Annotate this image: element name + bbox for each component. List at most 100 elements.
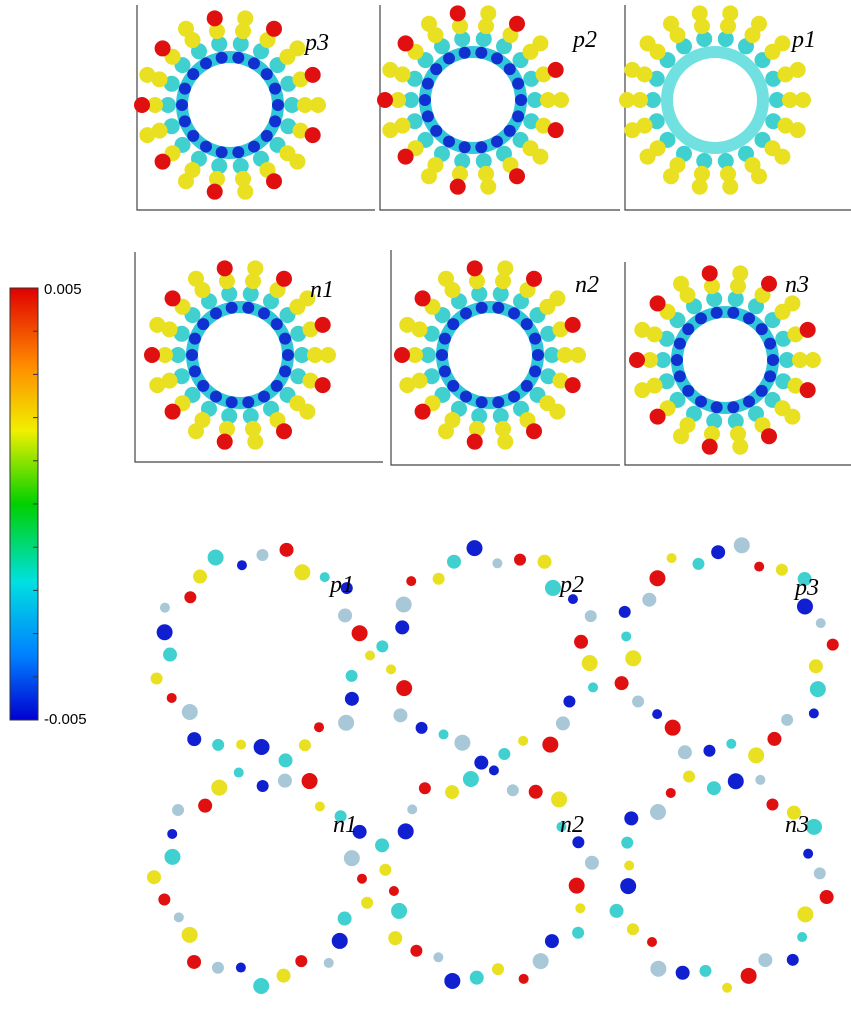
lobe: [734, 537, 750, 553]
lobe: [314, 722, 324, 732]
lobe: [548, 62, 564, 78]
lobe: [504, 125, 516, 137]
lobe: [549, 290, 565, 306]
lobe: [450, 179, 466, 195]
lobe: [242, 302, 254, 314]
lobe: [302, 773, 318, 789]
lobe: [797, 932, 807, 942]
lobe: [701, 47, 713, 59]
lobe: [480, 179, 496, 195]
lobe: [187, 955, 201, 969]
lobe: [279, 753, 293, 767]
lobe: [261, 130, 273, 142]
lobe: [756, 323, 768, 335]
panel: p1: [619, 5, 851, 210]
lobe: [443, 136, 455, 148]
lobe: [475, 47, 487, 59]
lobe: [377, 92, 393, 108]
lobe: [436, 349, 448, 361]
lobe: [538, 555, 552, 569]
lobe: [761, 428, 777, 444]
lobe: [711, 545, 725, 559]
lobe: [563, 695, 575, 707]
lobe: [422, 110, 434, 122]
lobe: [726, 739, 736, 749]
lobe: [365, 651, 375, 661]
lobe: [467, 434, 483, 450]
lobe: [692, 558, 704, 570]
lobe: [320, 347, 336, 363]
lobe: [810, 681, 826, 697]
lobe: [572, 836, 584, 848]
lobe: [269, 83, 281, 95]
lobe: [519, 974, 529, 984]
lobe: [258, 391, 270, 403]
lobe: [184, 591, 196, 603]
lobe: [695, 396, 707, 408]
lobe: [532, 35, 548, 51]
lobe: [758, 953, 772, 967]
lobe: [703, 745, 715, 757]
lobe: [732, 265, 748, 281]
colorbar-max: 0.005: [44, 281, 82, 298]
lobe: [178, 173, 194, 189]
lobe: [474, 756, 488, 770]
lobe: [410, 945, 422, 957]
lobe: [619, 92, 635, 108]
lobe: [784, 409, 800, 425]
lobe: [443, 52, 455, 64]
lobe: [489, 765, 499, 775]
lobe: [671, 354, 683, 366]
lobe: [396, 597, 412, 613]
lobe: [200, 141, 212, 153]
lobe: [164, 849, 180, 865]
lobe: [741, 968, 757, 984]
page: {"colorbar": {"max": "0.005", "min": "-0…: [0, 0, 851, 1014]
lobe: [717, 47, 729, 59]
lobe: [518, 736, 528, 746]
panel-frame: [625, 5, 851, 210]
lobe: [269, 115, 281, 127]
lobe: [216, 146, 228, 158]
lobe: [207, 184, 223, 200]
lobe: [299, 404, 315, 420]
lobe: [258, 307, 270, 319]
lobe: [430, 63, 442, 75]
figure: 0.005 -0.005 p3p2p1n1n2n3p1p2p3n1n2n3: [0, 0, 851, 1014]
lobe: [419, 782, 431, 794]
lobe: [391, 903, 407, 919]
lobe: [582, 655, 598, 671]
panel: p1: [151, 543, 375, 768]
lobe: [787, 954, 799, 966]
lobe: [629, 352, 645, 368]
lobe: [664, 78, 676, 90]
lobe: [722, 179, 738, 195]
lobe: [289, 40, 305, 56]
lobe: [187, 68, 199, 80]
lobe: [193, 570, 207, 584]
lobe: [305, 67, 321, 83]
lobe: [282, 349, 294, 361]
lobe: [433, 573, 445, 585]
lobe: [497, 434, 513, 450]
lobe: [515, 94, 527, 106]
lobe: [149, 317, 165, 333]
lobe: [439, 729, 449, 739]
lobe: [211, 780, 227, 796]
lobe: [155, 154, 171, 170]
lobe: [261, 68, 273, 80]
panel-label: n2: [575, 272, 599, 298]
lobe: [492, 963, 504, 975]
lobe: [627, 923, 639, 935]
lobe: [376, 640, 388, 652]
lobe: [310, 97, 326, 113]
lobe: [232, 146, 244, 158]
lobe: [634, 382, 650, 398]
panel: n3: [625, 262, 851, 465]
lobe: [139, 127, 155, 143]
lobe: [266, 21, 282, 37]
lobe: [652, 709, 662, 719]
lobe: [344, 850, 360, 866]
lobe: [728, 773, 744, 789]
lobe: [514, 554, 526, 566]
